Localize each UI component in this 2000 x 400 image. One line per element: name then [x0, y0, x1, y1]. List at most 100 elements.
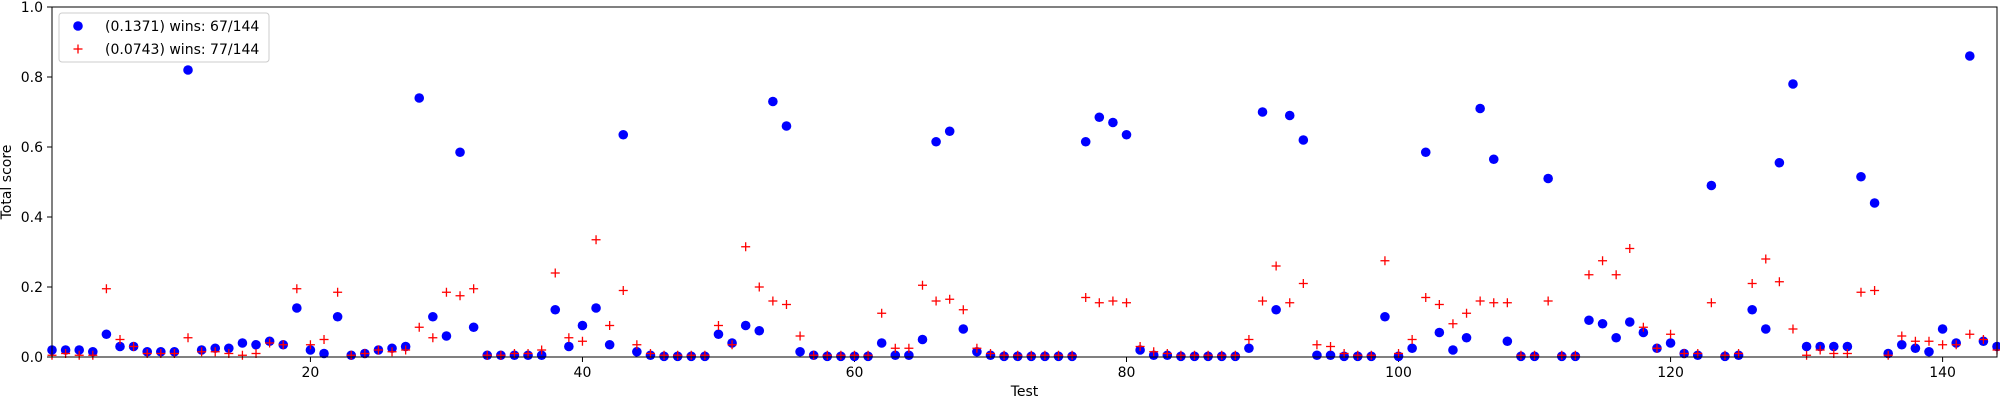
data-point-circle [1856, 171, 1866, 182]
data-point-circle [781, 121, 792, 131]
data-point-plus [1353, 350, 1363, 360]
data-point-circle [591, 303, 601, 313]
data-point-plus [292, 284, 302, 294]
data-point-plus [917, 280, 927, 290]
data-point-circle [1774, 157, 1785, 168]
data-point-plus [469, 284, 479, 294]
data-point-plus [904, 343, 914, 353]
data-point-plus [1094, 298, 1104, 308]
data-point-plus [972, 343, 982, 353]
data-point-circle [305, 345, 316, 355]
data-point-plus [1026, 350, 1036, 360]
data-point-circle [292, 303, 302, 313]
data-point-plus [1421, 293, 1431, 302]
data-point-plus [1856, 287, 1866, 297]
data-point-plus [1598, 256, 1608, 266]
data-point-circle [564, 341, 574, 352]
data-point-plus [197, 347, 207, 357]
data-point-circle [618, 129, 629, 140]
data-point-plus [482, 350, 492, 360]
data-point-plus [836, 350, 846, 360]
data-point-plus [1271, 261, 1281, 271]
data-point-plus [550, 268, 560, 278]
data-point-plus [958, 305, 968, 315]
data-point-plus [401, 345, 411, 355]
data-point-plus [537, 345, 547, 355]
data-point-circle [1312, 350, 1322, 361]
y-tick-label: 0.0 [21, 350, 43, 366]
data-point-plus [1203, 350, 1213, 360]
series-2 [47, 235, 2000, 360]
data-point-circle [1788, 79, 1798, 89]
data-point-circle [1924, 346, 1934, 357]
x-tick-label: 20 [302, 365, 320, 381]
data-points [47, 51, 2000, 362]
data-point-plus [1067, 350, 1077, 360]
data-point-plus [577, 336, 587, 346]
plot-border [51, 6, 1998, 358]
y-tick-label: 1.0 [21, 0, 43, 16]
data-point-circle [1706, 180, 1717, 191]
data-point-plus [333, 287, 343, 297]
data-point-plus [88, 350, 98, 360]
data-point-circle [1828, 341, 1839, 352]
data-point-circle [1910, 343, 1921, 354]
data-point-circle [1080, 136, 1091, 147]
y-tick-label: 0.6 [21, 140, 43, 156]
data-point-plus [1625, 244, 1635, 253]
data-point-circle [428, 311, 438, 322]
data-point-circle [1611, 332, 1621, 343]
data-point-circle [604, 339, 615, 350]
data-point-plus [1706, 298, 1716, 308]
data-point-plus [754, 282, 764, 292]
data-point-circle [1992, 341, 2000, 352]
legend-entry-series-2: (0.0743) wins: 77/144 [73, 42, 259, 58]
data-point-plus [1883, 350, 1893, 360]
legend-marker-plus [73, 44, 83, 54]
x-tick-label: 140 [1929, 365, 1956, 381]
data-point-plus [890, 343, 900, 353]
plot-area [52, 7, 1997, 357]
data-point-circle [536, 350, 547, 361]
data-point-circle [754, 325, 765, 336]
data-point-plus [1312, 340, 1322, 350]
data-point-circle [1638, 327, 1649, 338]
data-point-plus [1217, 350, 1227, 360]
data-point-plus [1570, 350, 1580, 360]
data-point-plus [564, 333, 574, 343]
data-point-plus [1910, 336, 1920, 346]
series-1 [47, 51, 2000, 362]
data-point-plus [1788, 324, 1798, 334]
data-point-plus [1720, 350, 1730, 360]
x-tick-label: 40 [574, 365, 592, 381]
data-point-plus [1516, 350, 1526, 360]
data-point-plus [1802, 350, 1812, 360]
data-point-plus [455, 291, 465, 301]
data-point-plus [1122, 298, 1132, 308]
data-point-plus [849, 350, 859, 360]
data-point-plus [1081, 293, 1091, 302]
data-point-plus [700, 350, 710, 360]
data-point-plus [1285, 298, 1295, 308]
data-point-plus [74, 350, 84, 360]
data-point-plus [591, 235, 601, 245]
data-point-plus [1924, 336, 1934, 346]
data-point-plus [319, 335, 329, 344]
data-point-circle [1624, 317, 1635, 327]
y-axis-label: Total score [0, 145, 15, 221]
legend-label-series-2: (0.0743) wins: 77/144 [105, 42, 259, 58]
data-point-circle [1420, 147, 1431, 158]
data-point-plus [999, 350, 1009, 360]
data-point-circle [1380, 311, 1390, 322]
x-tick-label: 80 [1118, 365, 1136, 381]
data-point-circle [577, 320, 588, 331]
data-point-plus [1475, 296, 1485, 306]
data-point-plus [741, 242, 751, 252]
data-point-plus [1502, 298, 1512, 308]
data-point-plus [1448, 319, 1458, 329]
data-point-circle [414, 93, 425, 103]
data-point-plus [1666, 329, 1676, 339]
data-point-circle [1257, 107, 1268, 117]
data-point-plus [1013, 350, 1023, 360]
data-point-circle [1475, 103, 1485, 114]
